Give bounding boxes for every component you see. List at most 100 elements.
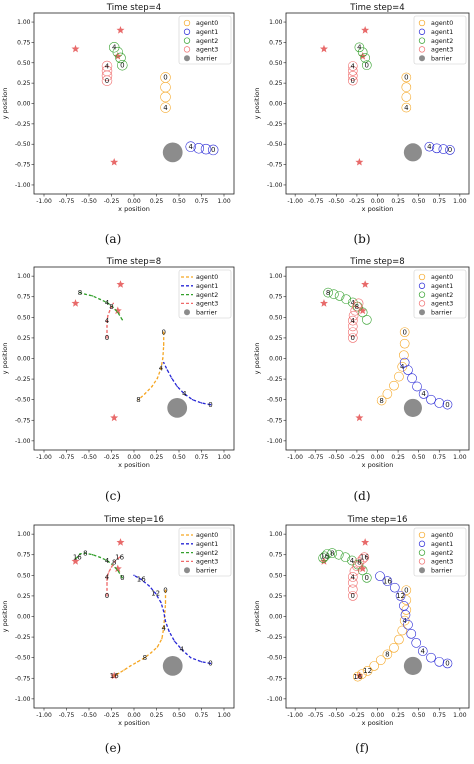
trajectory-point [117, 558, 119, 560]
series-agent0: 0 4 8 16 [110, 586, 168, 680]
agent-circle [412, 381, 422, 392]
legend-agent2-marker [418, 549, 426, 556]
x-tick-label: 1.00 [453, 198, 467, 205]
step-label: 4 [105, 573, 110, 581]
legend-entry: agent2 [196, 38, 218, 45]
agent-circle [361, 60, 372, 71]
y-tick-label: -0.75 [15, 162, 31, 169]
agent-circle [347, 66, 358, 76]
legend-entry: barrier [431, 55, 453, 62]
x-tick-label: 0.75 [195, 712, 209, 719]
y-tick-label: -1.00 [267, 696, 283, 703]
x-tick-label: -0.25 [104, 454, 120, 461]
x-tick-label: -0.75 [308, 712, 324, 719]
agent-circle [438, 144, 449, 154]
step-label: 16 [73, 554, 82, 562]
trajectory-point [113, 675, 115, 677]
step-label: 4 [404, 104, 409, 112]
legend-entry: agent2 [431, 292, 453, 299]
x-tick-label: 0.75 [433, 454, 447, 461]
step-label: 4 [427, 143, 432, 151]
y-tick-label: -0.25 [15, 121, 31, 128]
goal-star [71, 557, 80, 565]
y-tick-label: 0.00 [269, 614, 283, 621]
agent-circle [357, 47, 368, 58]
y-tick-label: 0.50 [269, 60, 283, 67]
trajectory-line [113, 590, 167, 677]
agent-circle [347, 61, 358, 71]
x-tick-label: 0.50 [172, 198, 186, 205]
goal-star [110, 413, 119, 422]
y-tick-label: 0.75 [269, 552, 283, 559]
trajectory-point [168, 630, 170, 633]
x-tick-label: -1.00 [287, 454, 303, 461]
goal-star [361, 25, 370, 34]
legend-agent0-marker [183, 19, 191, 27]
agent-circle [434, 656, 445, 667]
x-tick-label: -0.25 [349, 712, 365, 719]
step-label: 16 [383, 577, 392, 585]
x-tick-label: -1.00 [36, 712, 52, 719]
x-tick-label: 0.75 [433, 712, 447, 719]
y-tick-label: -0.50 [267, 141, 283, 148]
agent-circle [395, 591, 406, 601]
y-tick-label: -0.25 [15, 634, 31, 641]
step-label: 8 [143, 654, 147, 662]
panel-caption: (e) [105, 741, 121, 755]
y-tick-label: 0.25 [17, 593, 31, 600]
trajectory-point [84, 293, 87, 295]
y-tick-label: -0.25 [15, 376, 31, 383]
step-label: 0 [120, 574, 124, 582]
legend-barrier-marker [184, 55, 190, 62]
legend-box [413, 15, 467, 65]
agent-circle [117, 59, 128, 71]
step-label: 8 [78, 289, 82, 297]
x-tick-label: 0.50 [172, 454, 186, 461]
x-tick-label: -0.25 [349, 198, 365, 205]
legend-entry: agent1 [431, 541, 453, 548]
x-tick-label: -0.25 [104, 198, 120, 205]
step-label: 12 [363, 667, 372, 675]
trajectory-point [200, 402, 203, 404]
goal-star [110, 157, 119, 166]
agent-circle [347, 591, 358, 601]
legend-entry: agent1 [196, 541, 218, 548]
barrier-circle [403, 398, 422, 417]
legend-agent1-marker [418, 28, 426, 35]
y-tick-label: 0.50 [17, 572, 31, 579]
goal-star [113, 306, 122, 315]
agent-circle [359, 552, 370, 563]
series-agent1: 04 [185, 141, 219, 156]
panel-caption: (c) [105, 489, 121, 503]
trajectory-line [106, 303, 114, 338]
step-label: 4 [350, 557, 355, 565]
x-tick-label: 0.25 [391, 712, 405, 719]
y-tick-label: 1.00 [269, 531, 283, 538]
x-tick-label: -0.75 [59, 198, 75, 205]
step-label: 0 [208, 401, 212, 409]
agent-circle [401, 72, 412, 83]
trajectory-point [190, 656, 192, 659]
goal-star [355, 413, 364, 422]
trajectory-point [99, 556, 101, 558]
legend-entry: agent1 [431, 283, 453, 290]
y-tick-label: 0.00 [17, 101, 31, 108]
panel-caption: (f) [355, 741, 369, 755]
legend-entry: agent3 [431, 47, 453, 54]
step-label: 8 [326, 289, 330, 297]
y-tick-label: 0.75 [17, 294, 31, 301]
series-agent1: 04 [399, 357, 453, 410]
y-tick-label: -0.50 [15, 397, 31, 404]
legend-box [178, 527, 232, 577]
y-axis-label: y position [253, 88, 261, 120]
trajectory-point [160, 367, 162, 370]
goal-star [71, 299, 80, 307]
step-label: 4 [402, 617, 407, 625]
step-label: 8 [83, 549, 87, 557]
legend-entry: agent3 [196, 47, 218, 54]
agent-circle [389, 380, 399, 391]
agent-circle [403, 619, 413, 630]
agent-circle [442, 658, 453, 669]
trajectory-point [129, 665, 132, 667]
x-tick-label: 1.00 [217, 198, 231, 205]
